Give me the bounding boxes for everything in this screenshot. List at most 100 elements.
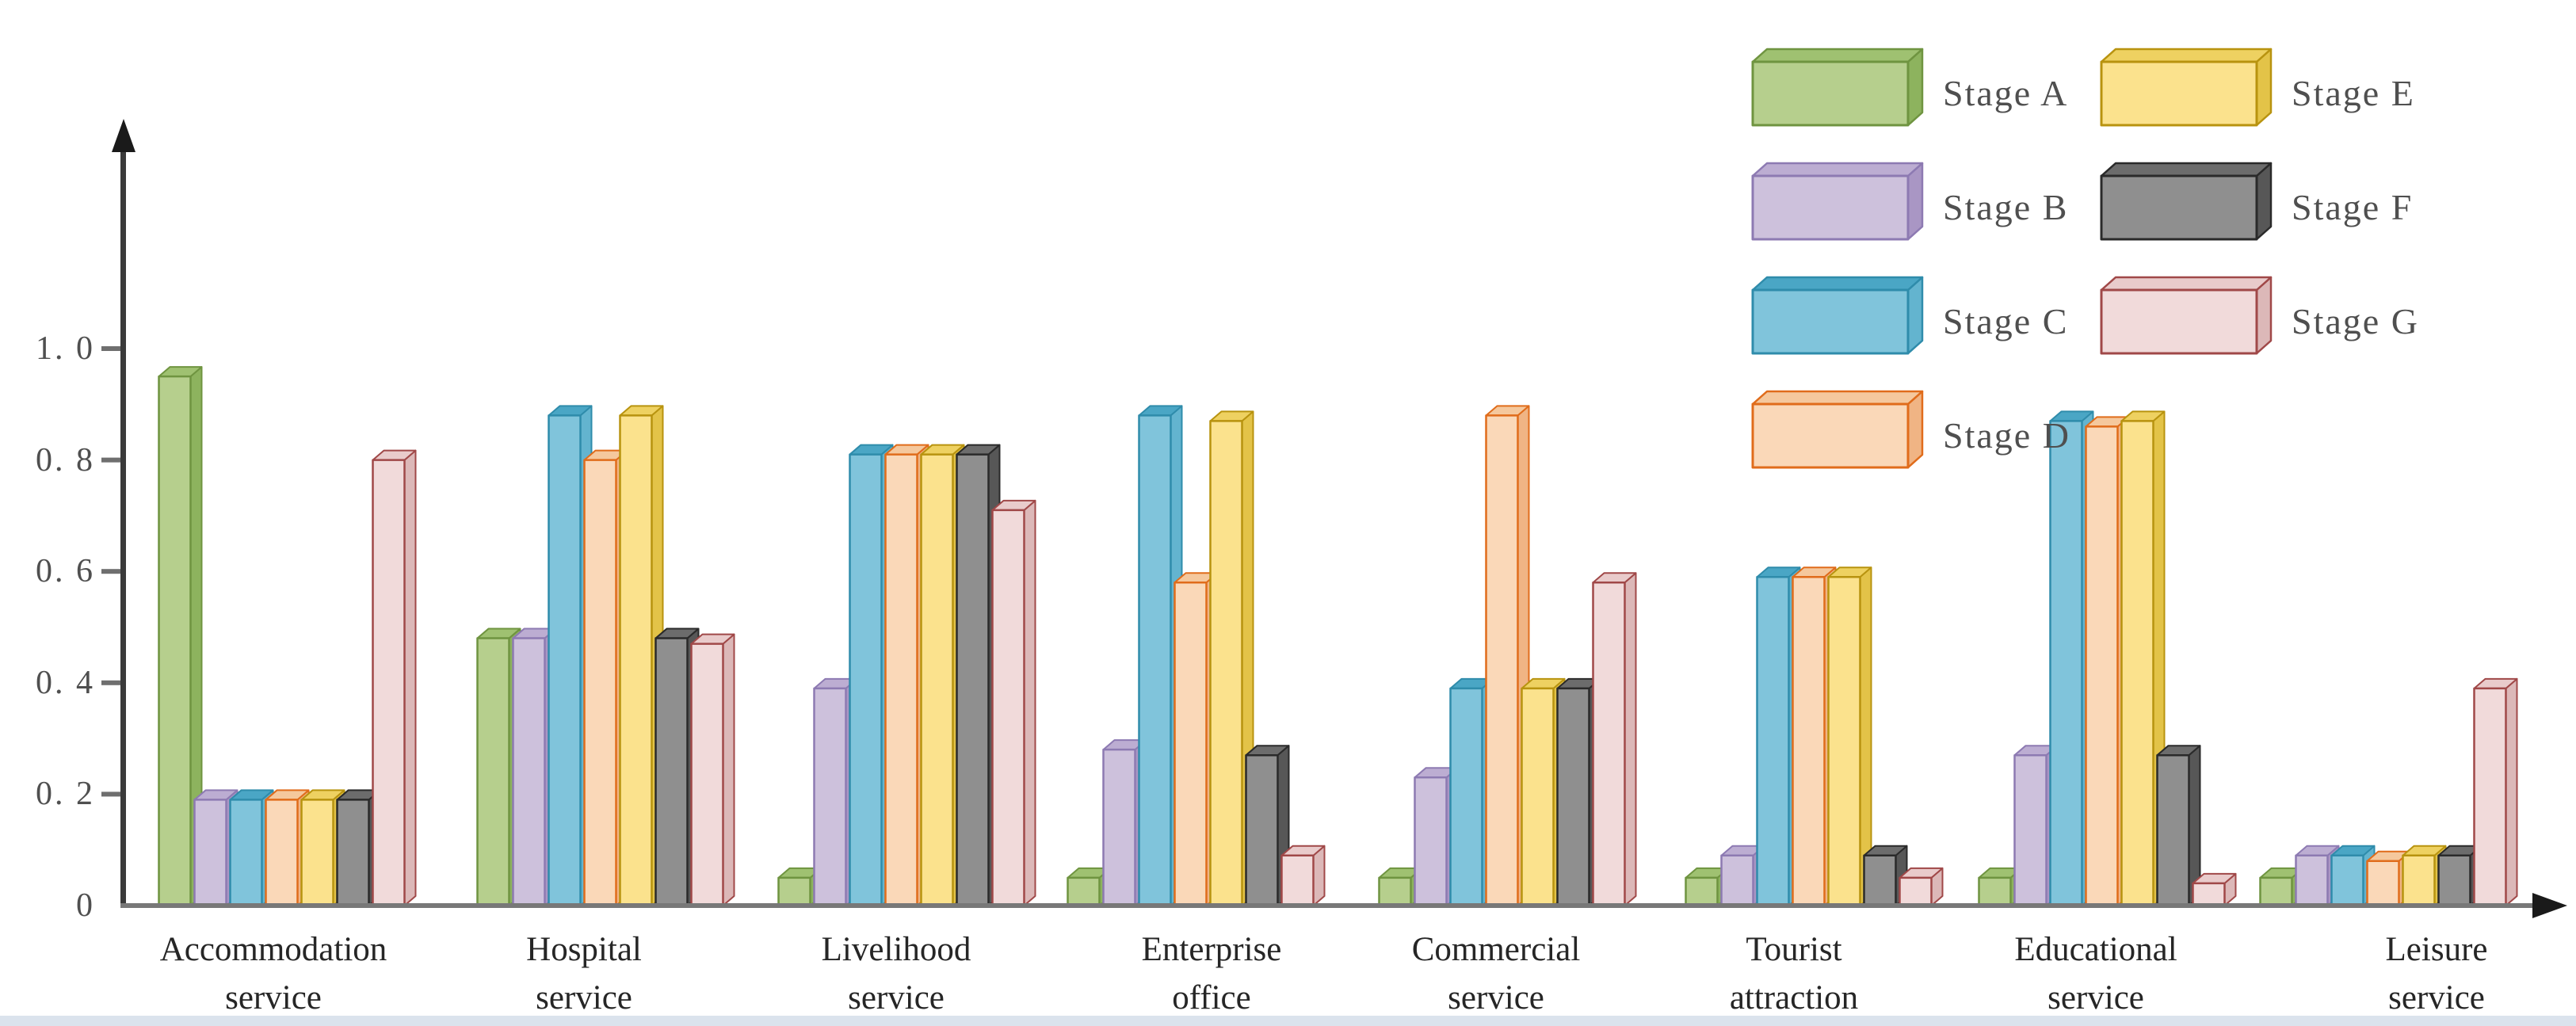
bar-stage-a-commercial-service	[1378, 876, 1412, 907]
bar-stage-b-tourist-attraction	[1720, 854, 1754, 907]
legend-swatch-top-stage-c	[1751, 276, 1924, 292]
y-tick-label: 0. 2	[36, 776, 95, 813]
bar-side-stage-g-livelihood-service	[1023, 499, 1036, 906]
legend-swatch-top-stage-f	[2100, 162, 2273, 177]
bar-stage-c-livelihood-service	[849, 453, 883, 907]
legend-swatch-stage-f	[2100, 174, 2258, 241]
bar-stage-e-livelihood-service	[920, 453, 954, 907]
y-axis-tick	[101, 791, 124, 797]
bar-stage-c-commercial-service	[1449, 687, 1483, 907]
category-label-line: service	[225, 979, 322, 1017]
category-label-enterprise-office: Enterprise office	[1029, 925, 1394, 1022]
bar-stage-d-enterprise-office	[1174, 582, 1208, 907]
bar-stage-f-accommodation-service	[336, 799, 370, 907]
legend-swatch-stage-g	[2100, 288, 2258, 355]
category-label-commercial-service: Commercial service	[1314, 925, 1678, 1022]
legend-label-stage-f: Stage F	[2292, 187, 2414, 227]
y-axis-tick	[101, 680, 124, 685]
legend-label-stage-a: Stage A	[1943, 73, 2069, 113]
bottom-strip	[0, 1016, 2576, 1026]
legend-swatch-top-stage-e	[2100, 48, 2273, 63]
bar-stage-b-enterprise-office	[1102, 748, 1136, 907]
category-label-line: Tourist	[1746, 931, 1842, 968]
bar-stage-a-hospital-service	[476, 637, 510, 907]
bar-stage-d-hospital-service	[583, 459, 617, 907]
bar-stage-b-leisure-service	[2295, 854, 2329, 907]
legend-swatch-top-stage-b	[1751, 162, 1924, 177]
bar-stage-e-enterprise-office	[1209, 420, 1243, 907]
bar-stage-b-livelihood-service	[813, 687, 847, 907]
legend-swatch-top-stage-a	[1751, 48, 1924, 63]
category-label-line: service	[536, 979, 632, 1017]
legend-swatch-stage-e	[2100, 60, 2258, 127]
bar-stage-g-livelihood-service	[991, 509, 1025, 907]
bar-stage-b-hospital-service	[512, 637, 546, 907]
bar-stage-a-leisure-service	[2259, 876, 2293, 907]
category-label-line: service	[2388, 979, 2485, 1017]
legend-swatch-stage-c	[1751, 288, 1910, 355]
category-label-line: Commercial	[1411, 931, 1581, 968]
bar-stage-a-tourist-attraction	[1685, 876, 1719, 907]
legend-label-stage-d: Stage D	[1943, 415, 2070, 456]
bar-stage-e-tourist-attraction	[1827, 575, 1861, 907]
legend-swatch-top-stage-g	[2100, 276, 2273, 292]
bar-stage-f-hospital-service	[654, 637, 689, 907]
bar-stage-c-hospital-service	[548, 414, 582, 907]
bar-stage-g-accommodation-service	[372, 459, 406, 907]
bar-stage-e-commercial-service	[1521, 687, 1555, 907]
bar-stage-a-enterprise-office	[1067, 876, 1101, 907]
category-label-leisure-service: Leisure service	[2254, 925, 2576, 1022]
bar-stage-f-enterprise-office	[1245, 753, 1279, 907]
legend-swatch-stage-b	[1751, 174, 1910, 241]
category-label-line: service	[2047, 979, 2144, 1017]
bar-stage-c-tourist-attraction	[1756, 575, 1790, 907]
bar-stage-b-accommodation-service	[193, 799, 227, 907]
bar-stage-c-accommodation-service	[229, 799, 263, 907]
bar-stage-d-educational-service	[2085, 425, 2119, 907]
y-axis-tick	[101, 457, 124, 463]
category-label-line: attraction	[1729, 979, 1859, 1017]
bar-stage-g-enterprise-office	[1280, 854, 1315, 907]
bar-stage-e-accommodation-service	[300, 799, 334, 907]
y-tick-label: 0. 4	[36, 664, 95, 701]
x-axis-arrow-icon	[2532, 893, 2567, 918]
legend-label-stage-g: Stage G	[2292, 301, 2419, 341]
legend-swatch-stage-a	[1751, 60, 1910, 127]
bar-stage-e-leisure-service	[2402, 854, 2436, 907]
category-label-line: Accommodation	[159, 931, 387, 968]
category-label-accommodation-service: Accommodation service	[91, 925, 456, 1022]
category-label-line: Hospital	[526, 931, 642, 968]
category-label-line: service	[1448, 979, 1544, 1017]
bar-stage-c-enterprise-office	[1138, 414, 1172, 907]
bar-stage-d-commercial-service	[1485, 414, 1519, 907]
legend-swatch-stage-d	[1751, 402, 1910, 469]
legend-label-stage-b: Stage B	[1943, 187, 2069, 227]
bar-stage-a-accommodation-service	[158, 375, 192, 907]
category-label-line: Leisure	[2385, 931, 2488, 968]
bar-stage-d-livelihood-service	[884, 453, 918, 907]
y-axis-tick	[101, 346, 124, 351]
bar-stage-e-hospital-service	[619, 414, 653, 907]
y-tick-label: 0	[76, 887, 95, 924]
bar-stage-d-accommodation-service	[265, 799, 299, 907]
bar-stage-f-leisure-service	[2437, 854, 2471, 907]
legend-swatch-top-stage-d	[1751, 390, 1924, 406]
bar-stage-e-educational-service	[2120, 420, 2154, 907]
bar-stage-d-tourist-attraction	[1792, 575, 1826, 907]
bar-stage-b-educational-service	[2013, 753, 2047, 907]
y-axis-tick	[101, 569, 124, 574]
bar-stage-g-tourist-attraction	[1899, 876, 1933, 907]
bar-stage-c-educational-service	[2049, 420, 2083, 907]
bar-stage-g-hospital-service	[690, 643, 724, 907]
bar-side-stage-g-commercial-service	[1624, 572, 1637, 906]
category-label-line: office	[1172, 979, 1251, 1017]
category-label-livelihood-service: Livelihood service	[714, 925, 1078, 1022]
bar-stage-d-leisure-service	[2366, 860, 2400, 907]
bar-stage-f-tourist-attraction	[1863, 854, 1897, 907]
bar-stage-a-educational-service	[1978, 876, 2012, 907]
category-label-educational-service: Educational service	[1914, 925, 2278, 1022]
legend-label-stage-e: Stage E	[2292, 73, 2415, 113]
bar-stage-g-commercial-service	[1592, 582, 1626, 907]
